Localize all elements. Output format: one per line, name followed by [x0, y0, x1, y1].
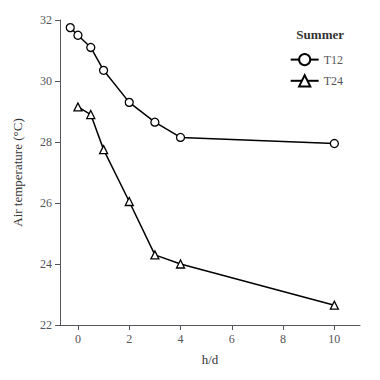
svg-text:T12: T12 — [324, 53, 343, 67]
svg-text:30: 30 — [40, 74, 52, 88]
svg-text:2: 2 — [126, 332, 132, 346]
svg-text:22: 22 — [40, 318, 52, 332]
svg-text:4: 4 — [178, 332, 184, 346]
svg-text:h/d: h/d — [202, 352, 219, 367]
svg-text:10: 10 — [328, 332, 340, 346]
svg-text:24: 24 — [40, 257, 52, 271]
svg-text:8: 8 — [280, 332, 286, 346]
svg-text:26: 26 — [40, 196, 52, 210]
svg-text:32: 32 — [40, 13, 52, 27]
svg-text:Summer: Summer — [296, 27, 344, 42]
svg-text:0: 0 — [75, 332, 81, 346]
svg-text:T24: T24 — [324, 74, 343, 88]
svg-text:28: 28 — [40, 135, 52, 149]
svg-text:6: 6 — [229, 332, 235, 346]
svg-text:Air temperature (°C): Air temperature (°C) — [10, 118, 25, 226]
